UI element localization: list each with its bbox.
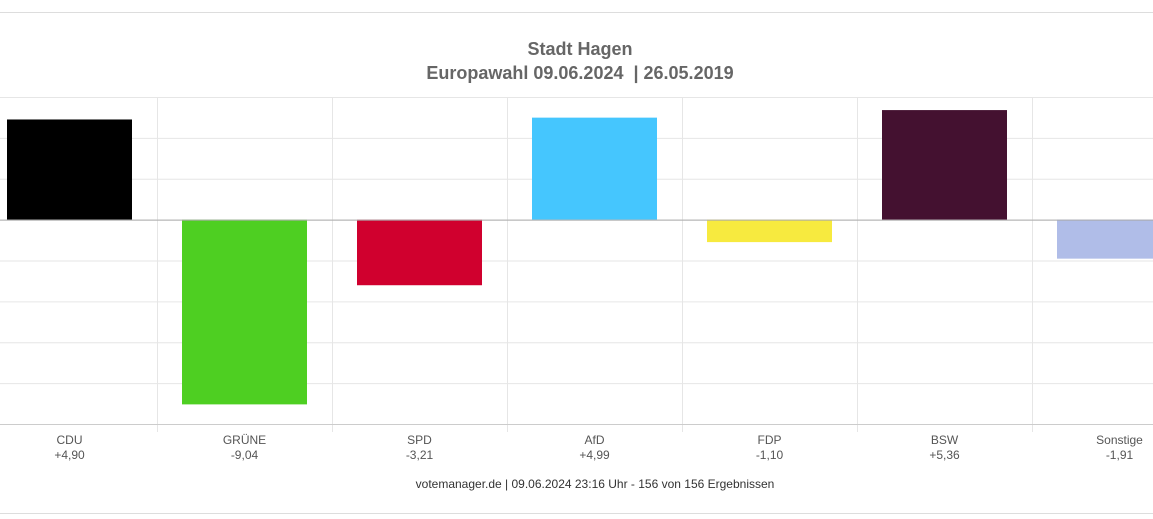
value-label: -3,21	[406, 448, 434, 462]
category-label: BSW	[931, 433, 959, 447]
value-label: -1,10	[756, 448, 784, 462]
value-label: +4,99	[579, 448, 610, 462]
bottom-border	[0, 513, 1153, 514]
bar-cdu	[7, 119, 132, 220]
bar-sonstige	[1057, 219, 1153, 259]
category-label: Sonstige	[1096, 433, 1143, 447]
bar-bsw	[882, 110, 1007, 220]
value-label: -1,91	[1106, 448, 1134, 462]
category-label: AfD	[584, 433, 604, 447]
value-label: +5,36	[929, 448, 960, 462]
bar-grüne	[182, 219, 307, 405]
value-label: -9,04	[231, 448, 259, 462]
value-label: +4,90	[54, 448, 85, 462]
chart-title: Stadt Hagen	[527, 39, 633, 59]
category-label: CDU	[57, 433, 83, 447]
chart-footer: votemanager.de | 09.06.2024 23:16 Uhr - …	[415, 477, 775, 491]
category-label: GRÜNE	[223, 433, 266, 447]
top-border	[0, 12, 1153, 13]
bar-fdp	[707, 219, 832, 243]
bar-spd	[357, 219, 482, 286]
bar-afd	[532, 117, 657, 220]
category-label: SPD	[407, 433, 432, 447]
category-label: FDP	[758, 433, 782, 447]
chart-subtitle: Europawahl 09.06.2024 | 26.05.2019	[426, 63, 734, 83]
